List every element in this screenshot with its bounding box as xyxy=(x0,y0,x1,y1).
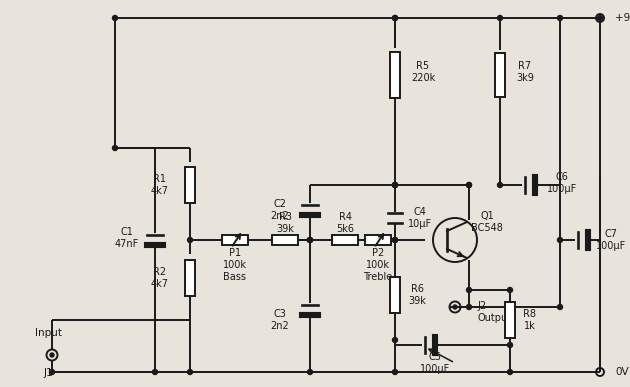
Circle shape xyxy=(307,238,312,243)
Circle shape xyxy=(597,15,602,21)
Text: R6
39k: R6 39k xyxy=(408,284,426,306)
Circle shape xyxy=(558,305,563,310)
Circle shape xyxy=(392,15,398,21)
Circle shape xyxy=(392,183,398,187)
Text: P1
100k
Bass: P1 100k Bass xyxy=(223,248,247,282)
Circle shape xyxy=(508,370,512,375)
Text: R5
220k: R5 220k xyxy=(411,61,435,83)
Text: C5
100μF: C5 100μF xyxy=(420,352,450,374)
Bar xyxy=(390,277,400,313)
Bar xyxy=(505,302,515,338)
Bar xyxy=(390,52,400,98)
Text: J1: J1 xyxy=(43,368,53,378)
Circle shape xyxy=(188,238,193,243)
Circle shape xyxy=(50,370,55,375)
Bar xyxy=(365,235,391,245)
Circle shape xyxy=(466,305,471,310)
Circle shape xyxy=(113,15,118,21)
Circle shape xyxy=(113,146,118,151)
Text: J2
Output: J2 Output xyxy=(477,301,511,323)
Bar xyxy=(332,235,358,245)
Bar xyxy=(272,235,298,245)
Text: R3
39k: R3 39k xyxy=(276,212,294,234)
Text: C3
2n2: C3 2n2 xyxy=(271,309,289,331)
Bar xyxy=(495,53,505,97)
Text: R7
3k9: R7 3k9 xyxy=(516,61,534,83)
Circle shape xyxy=(392,183,398,187)
Circle shape xyxy=(498,183,503,187)
Text: R2
4k7: R2 4k7 xyxy=(151,267,169,289)
Circle shape xyxy=(466,183,471,187)
Text: C7
100μF: C7 100μF xyxy=(596,229,626,251)
Text: R4
5k6: R4 5k6 xyxy=(336,212,354,234)
Circle shape xyxy=(307,370,312,375)
Circle shape xyxy=(558,15,563,21)
Text: C1
47nF: C1 47nF xyxy=(115,227,139,249)
Circle shape xyxy=(392,238,398,243)
Text: R8
1k: R8 1k xyxy=(524,309,537,331)
Text: Input: Input xyxy=(35,328,62,338)
Circle shape xyxy=(466,288,471,293)
Circle shape xyxy=(392,15,398,21)
Circle shape xyxy=(392,183,398,187)
Circle shape xyxy=(307,238,312,243)
Circle shape xyxy=(188,370,193,375)
Circle shape xyxy=(508,342,512,348)
Circle shape xyxy=(50,353,54,357)
Text: +9a +18V: +9a +18V xyxy=(615,13,630,23)
Circle shape xyxy=(392,370,398,375)
Text: C2
2n2: C2 2n2 xyxy=(271,199,289,221)
Bar xyxy=(185,167,195,203)
Circle shape xyxy=(453,305,457,309)
Circle shape xyxy=(558,238,563,243)
Circle shape xyxy=(508,288,512,293)
Circle shape xyxy=(498,15,503,21)
Text: Q1
BC548: Q1 BC548 xyxy=(471,211,503,233)
Bar xyxy=(222,235,248,245)
Circle shape xyxy=(392,337,398,342)
Text: C6
100μF: C6 100μF xyxy=(547,172,577,194)
Circle shape xyxy=(466,183,471,187)
Circle shape xyxy=(307,238,312,243)
Text: 0V: 0V xyxy=(615,367,629,377)
Bar xyxy=(185,260,195,296)
Circle shape xyxy=(152,370,158,375)
Text: R1
4k7: R1 4k7 xyxy=(151,174,169,196)
Text: P2
100k
Treble: P2 100k Treble xyxy=(364,248,392,282)
Circle shape xyxy=(392,238,398,243)
Text: C4
10μF: C4 10μF xyxy=(408,207,432,229)
